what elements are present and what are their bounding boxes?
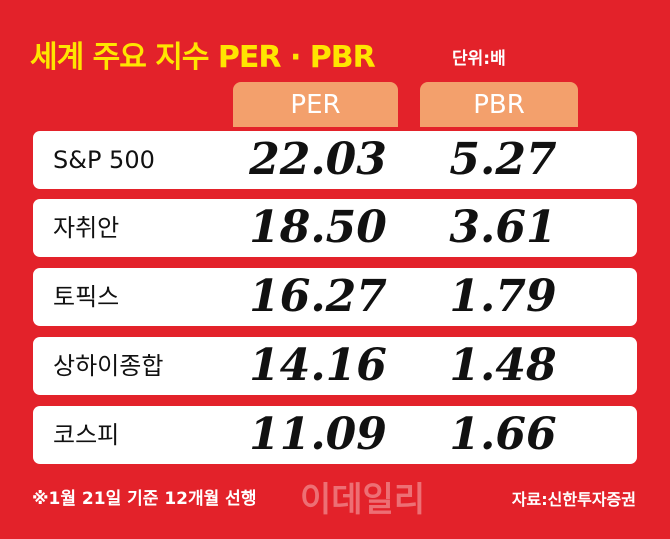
source: 자료:신한투자증권 [511,490,636,509]
table-row: S&P 500 22.03 5.27 [33,131,637,189]
title: 세계 주요 지수 PER · PBR [30,40,376,75]
column-header: PER [233,82,398,127]
per-value: 14.16 [249,340,387,391]
table-row: 상하이종합 14.16 1.48 [33,337,637,395]
per-value: 11.09 [249,409,387,460]
row-label: 코스피 [53,421,120,449]
row-label: 토픽스 [53,283,120,311]
per-value: 16.27 [249,271,387,322]
per-value: 18.50 [249,202,387,253]
pbr-value: 1.48 [449,340,557,391]
pbr-value: 1.79 [449,271,557,322]
pbr-value: 1.66 [449,409,557,460]
table-row: 자취안 18.50 3.61 [33,199,637,257]
table-row: 토픽스 16.27 1.79 [33,268,637,326]
table-row: 코스피 11.09 1.66 [33,406,637,464]
row-label: 자취안 [53,214,120,242]
per-value: 22.03 [249,134,387,185]
row-label: 상하이종합 [53,352,164,380]
column-header: PBR [420,82,578,127]
pbr-value: 5.27 [449,134,557,185]
watermark: 이데일리 [300,480,426,520]
pbr-value: 3.61 [449,202,557,253]
row-label: S&P 500 [53,146,155,174]
note: ※1월 21일 기준 12개월 선행 [32,489,257,509]
unit: 단위:배 [452,49,506,69]
